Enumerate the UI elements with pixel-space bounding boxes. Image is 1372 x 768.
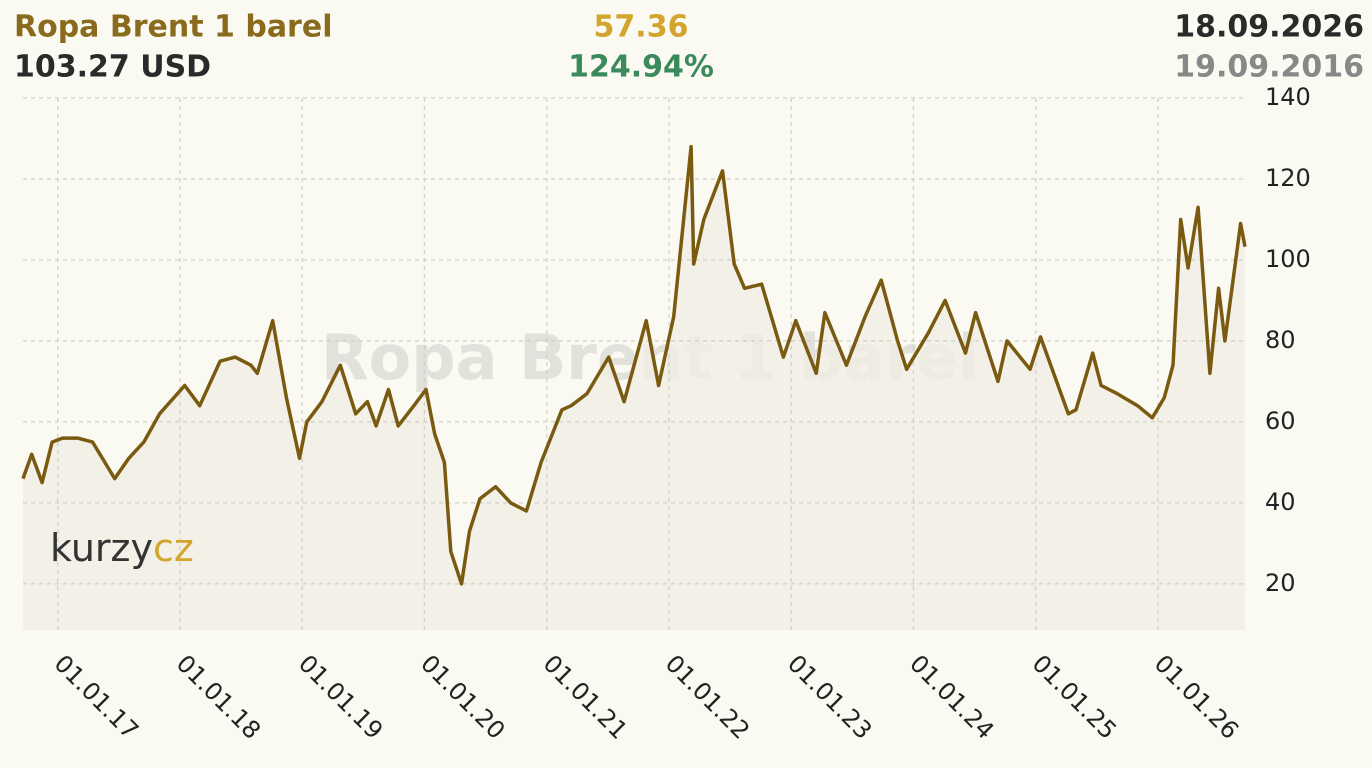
chart-title: Ropa Brent 1 barel <box>14 10 333 45</box>
date-start: 19.09.2016 <box>1174 50 1364 85</box>
y-tick-label: 20 <box>1265 569 1296 597</box>
logo: kurzycz <box>50 526 194 570</box>
y-tick-label: 60 <box>1265 407 1296 435</box>
line <box>21 144 1247 586</box>
change-percent: 124.94% <box>568 50 714 85</box>
date-end: 18.09.2026 <box>1174 10 1364 45</box>
y-tick-label: 40 <box>1265 488 1296 516</box>
y-tick-label: 120 <box>1265 164 1311 192</box>
logo-part: cz <box>153 526 194 570</box>
change: 57.36 <box>594 10 689 45</box>
price: 103.27 USD <box>14 50 211 85</box>
y-tick-label: 80 <box>1265 326 1296 354</box>
y-tick-label: 100 <box>1265 245 1311 273</box>
area <box>23 146 1245 630</box>
y-tick-label: 140 <box>1265 83 1311 111</box>
logo-part: kurzy <box>50 526 153 570</box>
